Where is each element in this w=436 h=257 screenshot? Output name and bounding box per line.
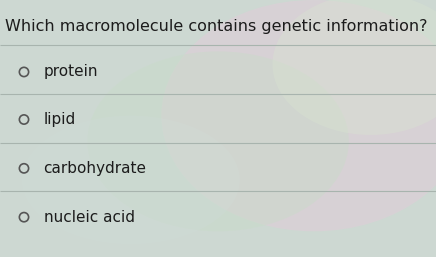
Ellipse shape	[272, 0, 436, 135]
Text: protein: protein	[44, 65, 98, 79]
Ellipse shape	[161, 0, 436, 231]
Text: carbohydrate: carbohydrate	[44, 161, 146, 176]
Ellipse shape	[87, 51, 349, 231]
Text: lipid: lipid	[44, 112, 76, 127]
Ellipse shape	[22, 116, 240, 244]
Text: Which macromolecule contains genetic information?: Which macromolecule contains genetic inf…	[5, 20, 428, 34]
Text: nucleic acid: nucleic acid	[44, 210, 135, 225]
